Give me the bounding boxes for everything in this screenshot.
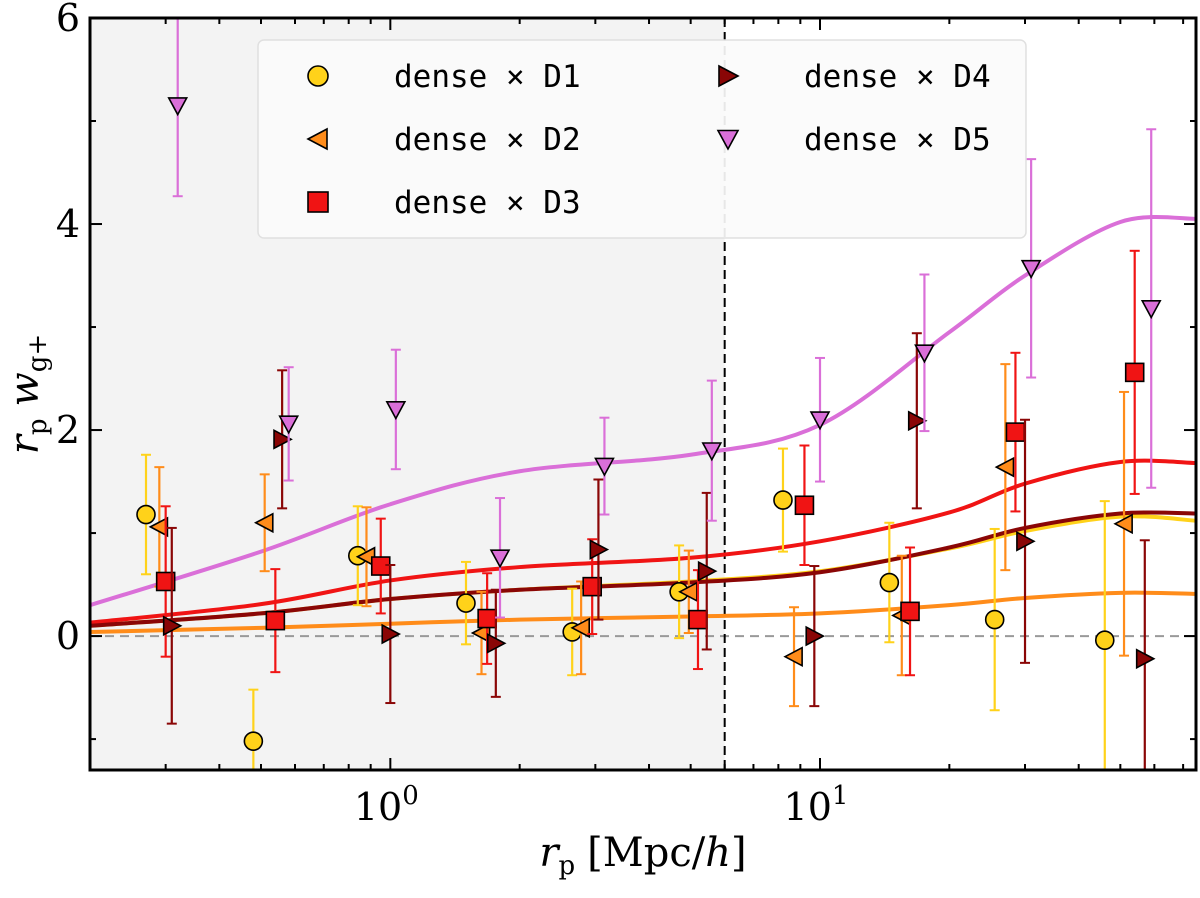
data-point xyxy=(582,576,603,597)
data-point xyxy=(486,632,507,654)
x-tick-label: 101 xyxy=(784,781,849,829)
data-point xyxy=(148,516,169,538)
data-point xyxy=(688,609,708,630)
x-axis-label-unit: [Mpc/ xyxy=(587,830,706,876)
y-axis-label-w-sub: g+ xyxy=(23,334,53,372)
data-point xyxy=(273,429,293,450)
legend-marker-5 xyxy=(716,129,740,151)
data-point xyxy=(1135,648,1156,670)
y-axis-label: rpwg+ xyxy=(2,334,53,454)
data-point xyxy=(1005,422,1026,442)
y-axis-label-w: w xyxy=(2,372,48,406)
legend: dense × D1 dense × D2 dense × D3 dense × D4… xyxy=(257,39,1027,239)
data-point xyxy=(783,646,803,668)
legend-box xyxy=(257,39,1027,239)
data-point xyxy=(385,401,407,421)
data-point xyxy=(773,490,793,510)
series-2 xyxy=(148,363,1133,708)
y-axis-label-r-sub: p xyxy=(23,418,53,435)
data-point xyxy=(984,609,1005,630)
model-curve-3 xyxy=(90,458,1196,625)
data-point xyxy=(907,410,928,432)
data-point xyxy=(1020,259,1042,280)
x-axis-label-sub: p xyxy=(559,851,576,881)
model-curve-4 xyxy=(90,510,1196,628)
data-point xyxy=(701,442,723,462)
data-point xyxy=(879,572,900,593)
data-point xyxy=(470,622,491,644)
y-tick-label: 2 xyxy=(56,408,80,452)
y-tick-label: 6 xyxy=(56,0,80,40)
series-3 xyxy=(155,249,1145,677)
data-point xyxy=(155,571,176,592)
data-point xyxy=(456,593,476,613)
data-point xyxy=(1140,300,1162,320)
data-point xyxy=(136,504,156,525)
x-tick-label: 100 xyxy=(354,781,419,829)
legend-label-3: dense × D3 xyxy=(394,185,581,221)
data-point xyxy=(243,731,264,751)
series-5 xyxy=(167,18,1162,619)
data-point xyxy=(489,549,511,569)
data-point xyxy=(805,625,826,647)
data-point xyxy=(594,457,615,477)
data-point xyxy=(253,512,274,534)
data-point xyxy=(1094,630,1115,651)
legend-marker-2 xyxy=(306,127,328,151)
data-point xyxy=(994,456,1015,478)
data-point xyxy=(477,608,497,629)
x-axis-label: rp [Mpc/h] xyxy=(539,830,746,881)
data-point xyxy=(570,617,591,639)
data-point xyxy=(697,560,718,582)
data-point xyxy=(589,539,610,560)
y-axis-label-r: r xyxy=(2,432,48,454)
y-tick-label: 4 xyxy=(56,202,80,246)
data-point xyxy=(370,556,391,576)
legend-label-5: dense × D5 xyxy=(804,122,991,158)
legend-label-1: dense × D1 xyxy=(394,59,581,95)
data-point xyxy=(167,97,189,117)
axis-ticks: 100 101 0 2 4 6 xyxy=(56,0,1196,829)
data-point xyxy=(900,601,920,622)
data-point xyxy=(381,623,402,645)
legend-marker-4 xyxy=(718,64,740,88)
data-point xyxy=(265,610,286,631)
data-point xyxy=(914,344,935,364)
data-point xyxy=(809,411,831,431)
data-point xyxy=(162,615,183,637)
data-point xyxy=(1113,513,1133,535)
series-4 xyxy=(162,332,1156,770)
x-axis-label-r: r xyxy=(539,830,561,876)
x-axis-label-close: ] xyxy=(731,830,747,876)
legend-marker-3 xyxy=(307,191,329,213)
data-point xyxy=(278,415,300,435)
data-point xyxy=(1124,362,1145,383)
data-point xyxy=(794,495,815,516)
legend-label-2: dense × D2 xyxy=(394,122,581,158)
legend-label-4: dense × D4 xyxy=(804,59,991,95)
plot-frame xyxy=(88,16,1198,772)
data-points xyxy=(136,18,1162,770)
y-tick-label: 0 xyxy=(56,614,80,658)
data-point xyxy=(1016,530,1036,552)
legend-marker-1 xyxy=(307,65,329,87)
x-axis-label-h: h xyxy=(705,830,731,876)
